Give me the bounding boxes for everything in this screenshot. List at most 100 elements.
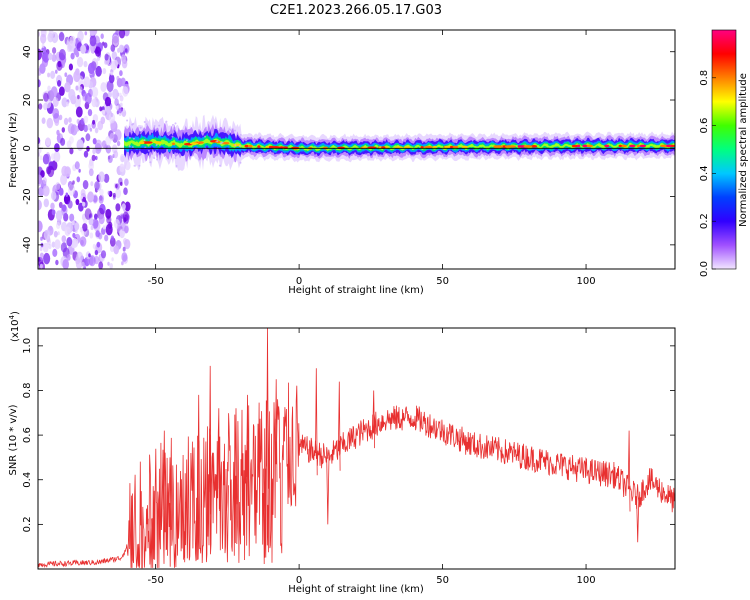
noise-blob [79, 236, 87, 247]
noise-blob [119, 95, 124, 102]
noise-blob [94, 127, 99, 134]
noise-blob [54, 239, 61, 250]
noise-blob [54, 118, 60, 126]
noise-blob [43, 198, 49, 208]
noise-blob [85, 133, 91, 142]
noise-blob [63, 117, 69, 125]
scatter-dot [146, 153, 149, 155]
noise-blob [107, 155, 113, 163]
noise-blob [109, 263, 113, 269]
noise-blob [75, 85, 79, 91]
noise-blob [95, 155, 98, 161]
noise-blob [98, 214, 105, 225]
noise-blob [105, 136, 112, 146]
y-tick-label: 1.0 [22, 338, 33, 354]
noise-blob [55, 210, 63, 221]
scatter-dot [174, 157, 177, 159]
noise-blob [119, 163, 125, 173]
ridge-peak [153, 141, 162, 144]
ridge-peak [582, 144, 588, 148]
colorbar-frame [711, 29, 737, 270]
spectrogram-frame [37, 29, 676, 270]
noise-blob [116, 110, 120, 115]
spectrogram-y-axis: -40 -20 0 20 40 [22, 45, 675, 253]
scatter-dot [175, 165, 178, 167]
noise-blob [39, 246, 43, 252]
noise-blob [100, 82, 107, 93]
noise-blob [46, 117, 54, 129]
noise-blob [92, 195, 98, 203]
noise-blob [98, 171, 105, 183]
noise-blob [70, 238, 77, 249]
ridge-peak [666, 144, 672, 148]
noise-blob [94, 46, 102, 57]
ridge-peak [222, 141, 230, 145]
noise-blob [86, 145, 90, 152]
scatter-dot [147, 149, 150, 152]
noise-blob [124, 201, 131, 212]
x-tick-label: 0 [296, 276, 302, 287]
y-tick-label: -40 [22, 237, 33, 253]
x-tick-label: 100 [577, 575, 596, 586]
noise-blob [84, 31, 88, 36]
noise-blob [38, 103, 43, 110]
noise-blob [38, 137, 41, 145]
spectrogram-y-label: Frequency (Hz) [8, 112, 19, 188]
noise-blob [73, 70, 81, 83]
y-tick-label: 0.8 [22, 383, 33, 399]
noise-blob [51, 209, 56, 216]
colorbar-label: Normalized spectral amplitude [738, 73, 749, 227]
noise-blob [107, 190, 111, 196]
y-tick-label: 0.4 [22, 472, 33, 488]
noise-blob [116, 140, 121, 147]
scatter-dot [155, 144, 158, 146]
scatter-dot [131, 146, 134, 149]
noise-blob [103, 42, 108, 49]
noise-blob [117, 47, 121, 53]
noise-blob [52, 97, 59, 107]
scatter-dot [127, 152, 129, 154]
noise-blob [75, 256, 81, 265]
noise-blob [110, 71, 114, 76]
noise-blob [44, 153, 51, 165]
colorbar-gradient [712, 30, 736, 269]
noise-blob [56, 129, 60, 136]
ridge-peak [523, 145, 533, 148]
y-tick-label: -20 [22, 188, 33, 204]
scatter-dot [172, 123, 174, 126]
noise-blob [121, 109, 127, 117]
snr-background [38, 328, 675, 569]
x-tick-label: -50 [147, 276, 163, 287]
scatter-dot [176, 153, 179, 156]
ridge-peak [585, 144, 594, 148]
colorbar-tick-label: 0.0 [699, 261, 710, 277]
noise-blob [75, 198, 80, 206]
noise-blob [60, 133, 63, 138]
scatter-dot [133, 164, 136, 167]
ridge-peak [244, 144, 249, 148]
ridge-peak [257, 145, 261, 148]
noise-blob [42, 242, 49, 253]
noise-blob [74, 228, 78, 234]
noise-blob [104, 53, 109, 61]
noise-blob [102, 225, 106, 230]
noise-blob [69, 147, 74, 155]
noise-blob [66, 254, 71, 261]
noise-blob [47, 85, 51, 92]
snr-x-label: Height of straight line (km) [288, 584, 424, 595]
scatter-dot [220, 142, 222, 145]
scatter-dot [228, 128, 231, 131]
noise-blob [66, 237, 73, 247]
noise-blob [89, 127, 93, 132]
ridge-peak [268, 145, 275, 149]
noise-blob [121, 203, 126, 211]
noise-blob [39, 263, 43, 269]
noise-blob [55, 69, 58, 74]
x-tick-label: 50 [436, 276, 449, 287]
noise-blob [43, 102, 48, 111]
noise-blob [91, 154, 96, 162]
noise-blob [84, 92, 92, 105]
noise-blob [47, 32, 54, 43]
